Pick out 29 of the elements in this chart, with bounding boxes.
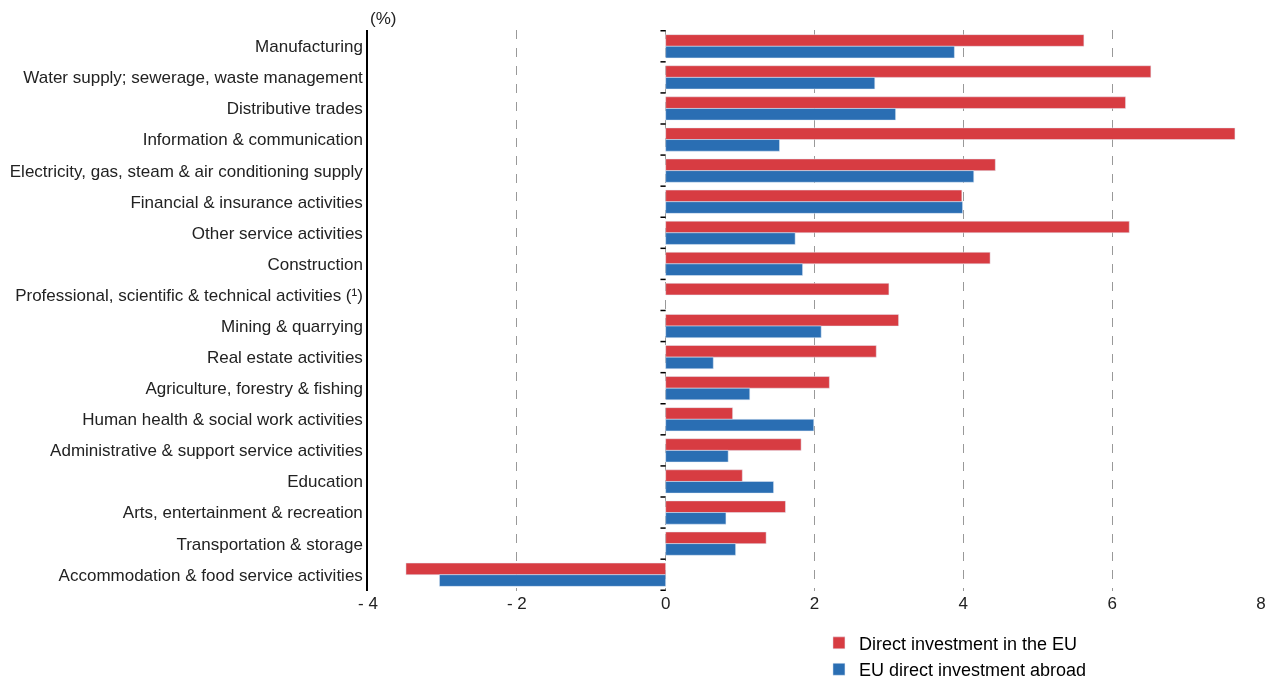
y-tick-label: Mining & quarrying (221, 316, 363, 336)
x-tick-label: 6 (1107, 594, 1117, 613)
x-tick-label: 8 (1256, 594, 1266, 613)
y-tick-label: Information & communication (142, 130, 363, 150)
y-tick-label: Electricity, gas, steam & air conditioning supply (9, 161, 364, 181)
legend-label: Direct investment in the EU (858, 633, 1078, 654)
y-tick-label: Education (287, 472, 363, 492)
y-tick-label: Human health & social work activities (82, 410, 363, 430)
y-tick-label: Distributive trades (226, 99, 363, 119)
y-axis-title: (%) (370, 9, 397, 28)
x-tick-label: - 2 (506, 594, 527, 613)
y-tick-label: Financial & insurance activities (130, 192, 363, 212)
legend-label: EU direct investment abroad (858, 660, 1087, 681)
x-tick-label: 2 (809, 594, 820, 613)
y-tick-label: Transportation & storage (176, 534, 363, 554)
x-tick-label: - 4 (358, 594, 378, 613)
y-tick-label: Manufacturing (255, 37, 363, 57)
y-tick-label: Agriculture, forestry & fishing (145, 379, 363, 399)
bar (665, 283, 890, 296)
y-tick-label: Construction (267, 254, 363, 274)
y-tick-label: Accommodation & food service activities (58, 565, 363, 585)
x-tick-label: 0 (660, 594, 671, 613)
y-tick-label: Other service activities (191, 223, 363, 243)
y-tick-label: Water supply; sewerage, waste management (23, 68, 364, 88)
y-tick-label: Professional, scientific & technical activities (¹) (15, 285, 363, 305)
y-tick-label: Real estate activities (206, 348, 363, 368)
y-tick-label: Arts, entertainment & recreation (122, 503, 363, 523)
x-tick-label: 4 (958, 594, 969, 613)
y-tick-label: Administrative & support service activities (50, 441, 363, 461)
